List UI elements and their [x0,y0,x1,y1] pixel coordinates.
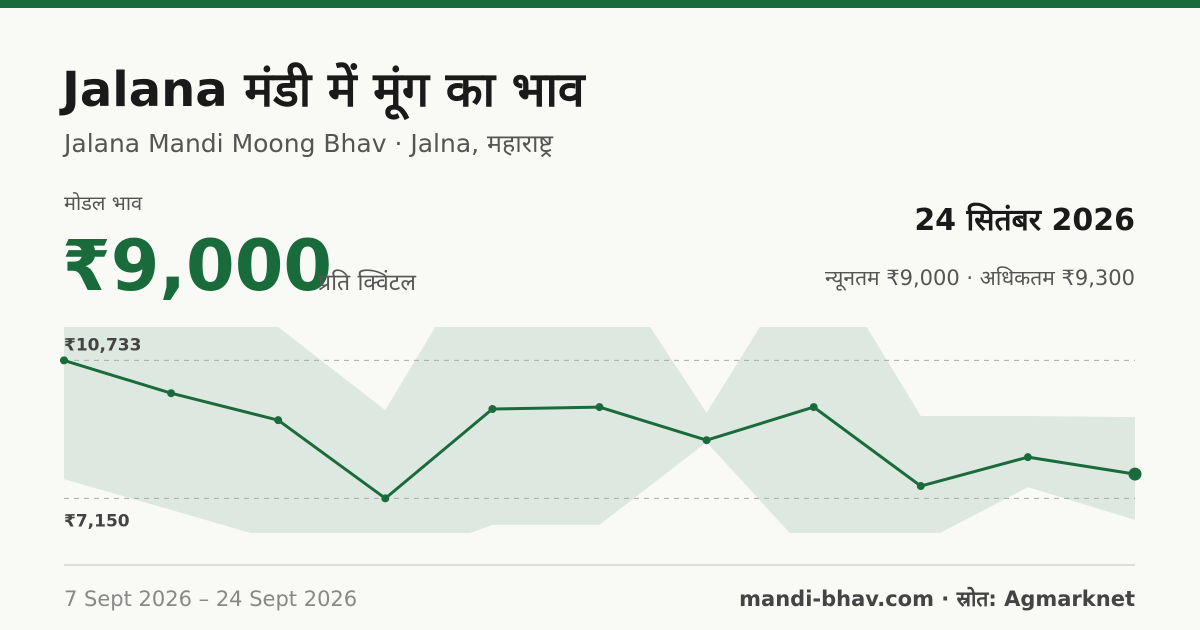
point [595,403,604,412]
point [809,403,818,412]
plot [64,327,1135,533]
range-band [64,327,1135,533]
price: ₹9,000 [62,225,332,307]
y-tick-label: ₹7,150 [64,511,130,531]
price-label: मोडल भाव [64,191,143,215]
point [381,494,390,503]
source: mandi-bhav.com · स्रोत: Agmarknet [739,586,1135,611]
point [60,356,68,365]
point [488,405,497,414]
min-max: न्यूनतम ₹9,000 · अधिकतम ₹9,300 [825,266,1135,291]
point [274,416,283,425]
point [1128,467,1142,481]
top-bar [0,0,1200,8]
date-range: 7 Sept 2026 – 24 Sept 2026 [64,587,357,611]
point [916,482,925,491]
subtitle: Jalana Mandi Moong Bhav · Jalna, महाराष्… [62,129,553,158]
point [1023,453,1032,462]
point [702,436,711,445]
price-unit: प्रति क्विंटल [318,269,416,296]
plot-overlay: ₹10,733 ₹7,150 [60,335,1142,531]
point [167,389,176,398]
y-tick-label: ₹10,733 [64,335,141,355]
title: Jalana मंडी में मूंग का भाव [59,62,587,121]
date: 24 सितंबर 2026 [914,202,1135,238]
